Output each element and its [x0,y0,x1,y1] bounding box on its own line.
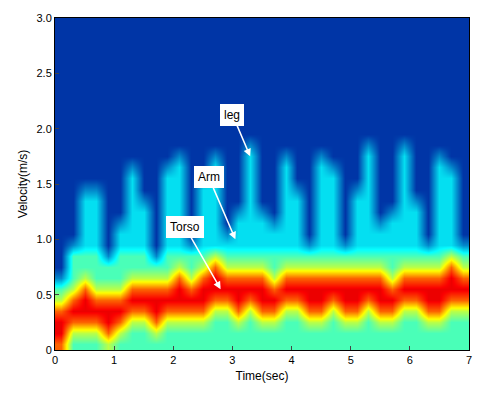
svg-text:3: 3 [229,354,235,366]
svg-text:5: 5 [348,354,354,366]
svg-text:0.5: 0.5 [37,289,52,301]
svg-text:2: 2 [170,354,176,366]
svg-text:1.0: 1.0 [37,233,52,245]
svg-text:1: 1 [111,354,117,366]
svg-text:2.5: 2.5 [37,67,52,79]
svg-text:3.0: 3.0 [37,12,52,24]
svg-text:Time(sec): Time(sec) [236,369,289,383]
svg-text:Velocity(m/s): Velocity(m/s) [16,150,30,219]
svg-text:leg: leg [224,108,240,122]
svg-text:6: 6 [407,354,413,366]
svg-text:7: 7 [466,354,472,366]
svg-text:2.0: 2.0 [37,123,52,135]
svg-text:1.5: 1.5 [37,178,52,190]
svg-text:0: 0 [46,344,52,356]
svg-text:Arm: Arm [198,170,220,184]
svg-text:Torso: Torso [170,220,200,234]
svg-text:0: 0 [52,354,58,366]
svg-text:4: 4 [289,354,295,366]
